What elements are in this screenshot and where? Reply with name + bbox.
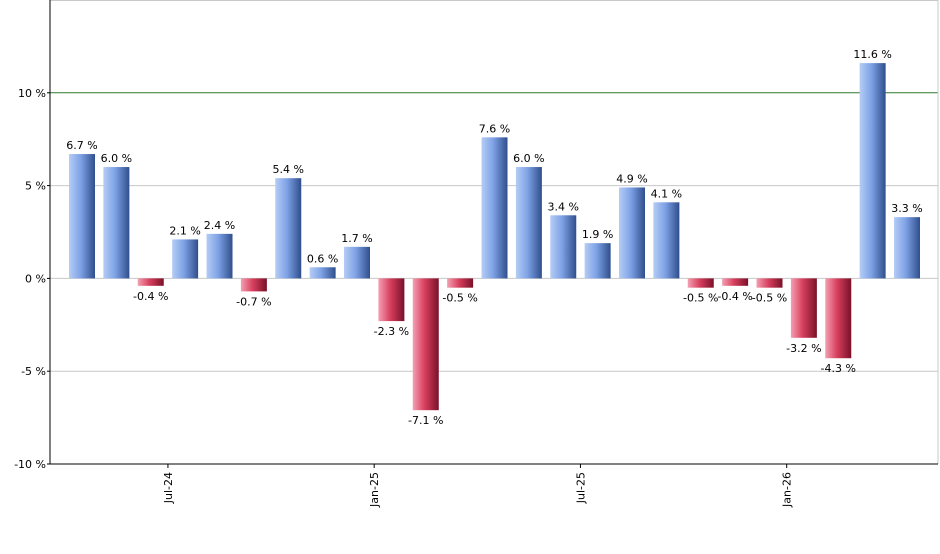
bar-value-label: 6.7 % [66, 139, 97, 152]
bar [859, 63, 886, 279]
bar [790, 278, 817, 338]
bar-value-label: 5.4 % [273, 163, 304, 176]
y-tick-label: 0 % [25, 272, 46, 285]
bar-value-label: -0.7 % [236, 295, 271, 308]
bar [69, 154, 95, 279]
y-tick-label: 10 % [18, 87, 46, 100]
bar-value-label: 3.4 % [548, 200, 579, 213]
bar [137, 278, 164, 286]
x-tick-label: Jul-25 [574, 472, 587, 504]
y-tick-label: -10 % [14, 458, 46, 471]
bar [240, 278, 267, 292]
bar [894, 217, 920, 279]
bar-value-label: -2.3 % [374, 325, 409, 338]
bar-value-label: 4.1 % [651, 187, 682, 200]
x-tick-label: Jan-26 [781, 472, 794, 508]
bar [550, 215, 577, 279]
bar-value-label: 6.0 % [513, 152, 544, 165]
bar [653, 202, 680, 279]
x-tick-label: Jul-24 [162, 472, 175, 504]
y-tick-label: 5 % [25, 180, 46, 193]
bar [275, 178, 302, 279]
x-tick-label: Jan-25 [368, 472, 381, 508]
bar-value-label: -0.4 % [133, 290, 168, 303]
bar-value-label: -0.4 % [717, 290, 752, 303]
bar-value-label: -3.2 % [786, 342, 821, 355]
axes: 10 % 5 % 0 % -5 % -10 % Jul-24 Jan-25 Jul-25 Jan… [14, 0, 938, 508]
bar-value-label: 7.6 % [479, 122, 510, 135]
bar [309, 267, 336, 279]
bar-value-label: 11.6 % [853, 48, 891, 61]
bar-value-label: 3.3 % [891, 202, 922, 215]
bar-value-label: 0.6 % [307, 252, 338, 265]
bar-value-label: 4.9 % [616, 172, 647, 185]
bar [447, 278, 474, 288]
bar-value-label: 2.1 % [169, 224, 200, 237]
bar-value-label: -7.1 % [408, 414, 443, 427]
bar-value-label: -0.5 % [752, 292, 787, 305]
bar [172, 239, 199, 279]
bar [756, 278, 783, 288]
bar-value-label: -0.5 % [683, 292, 718, 305]
bar-value-label: 6.0 % [101, 152, 132, 165]
bar [825, 278, 852, 359]
bar [412, 278, 439, 411]
bars [69, 63, 920, 411]
bar [378, 278, 405, 322]
bar [206, 233, 233, 279]
bar [722, 278, 749, 286]
bar [344, 246, 370, 279]
bar [481, 137, 508, 279]
value-labels: 6.7 % 6.0 % -0.4 % 2.1 % 2.4 % -0.7 % 5.4 % 0.6… [66, 48, 922, 427]
bar-value-label: 1.9 % [582, 228, 613, 241]
bar [619, 187, 645, 279]
bar-value-label: 1.7 % [341, 232, 372, 245]
bar [103, 167, 130, 279]
y-tick-label: -5 % [21, 365, 46, 378]
bar [515, 167, 542, 279]
bar-value-label: 2.4 % [204, 219, 235, 232]
bar-value-label: -0.5 % [442, 292, 477, 305]
bar [584, 243, 611, 279]
bar [687, 278, 714, 288]
bar-value-label: -4.3 % [821, 362, 856, 375]
